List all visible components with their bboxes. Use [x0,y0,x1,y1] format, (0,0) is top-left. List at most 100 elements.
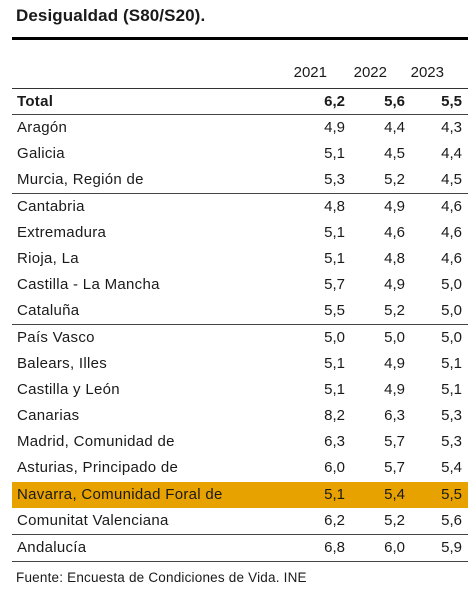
table-title: Desigualdad (S80/S20). [16,6,206,25]
value-2023: 5,0 [441,302,462,319]
table-row: Asturias, Principado de 6,0 5,7 5,4 [12,455,468,481]
column-header-2021: 2021 [293,64,327,81]
value-2023: 5,3 [441,433,462,450]
row-label: Rioja, La [17,250,79,267]
value-2023: 5,5 [441,93,462,110]
table-row-highlighted: Navarra, Comunidad Foral de 5,1 5,4 5,5 [12,482,468,508]
value-2021: 6,3 [324,433,345,450]
value-2021: 8,2 [324,407,345,424]
table-row: Andalucía 6,8 6,0 5,9 [12,535,468,561]
value-2022: 4,9 [384,355,405,372]
value-2022: 5,2 [384,302,405,319]
value-2023: 5,0 [441,276,462,293]
row-label: Canarias [17,407,80,424]
value-2023: 4,6 [441,198,462,215]
value-2021: 4,8 [324,198,345,215]
value-2021: 6,8 [324,539,345,556]
table-row: Murcia, Región de 5,3 5,2 4,5 [12,167,468,193]
value-2022: 5,7 [384,433,405,450]
row-label: Castilla y León [17,381,120,398]
value-2021: 5,1 [324,355,345,372]
value-2022: 4,6 [384,224,405,241]
table-row: Cantabria 4,8 4,9 4,6 [12,194,468,220]
value-2023: 5,6 [441,512,462,529]
row-label: Cantabria [17,198,85,215]
value-2022: 4,9 [384,276,405,293]
value-2022: 4,5 [384,145,405,162]
table-row: Rioja, La 5,1 4,8 4,6 [12,246,468,272]
row-separator [12,114,468,115]
table-row: Canarias 8,2 6,3 5,3 [12,403,468,429]
value-2021: 6,2 [324,512,345,529]
row-label: Madrid, Comunidad de [17,433,175,450]
row-label: Navarra, Comunidad Foral de [17,486,223,503]
table-row: Aragón 4,9 4,4 4,3 [12,115,468,141]
value-2023: 5,3 [441,407,462,424]
value-2021: 5,1 [324,224,345,241]
row-label: Murcia, Región de [17,171,144,188]
table-row: Comunitat Valenciana 6,2 5,2 5,6 [12,508,468,534]
value-2022: 6,3 [384,407,405,424]
column-header-2023: 2023 [410,64,444,81]
value-2021: 4,9 [324,119,345,136]
source-note: Fuente: Encuesta de Condiciones de Vida.… [16,570,307,585]
row-label: Total [17,93,54,110]
value-2023: 5,5 [441,486,462,503]
value-2022: 4,8 [384,250,405,267]
value-2021: 6,2 [324,93,345,110]
row-separator [12,324,468,325]
value-2021: 5,5 [324,302,345,319]
value-2022: 5,4 [384,486,405,503]
value-2021: 5,0 [324,329,345,346]
value-2022: 5,7 [384,459,405,476]
table-row: Madrid, Comunidad de 6,3 5,7 5,3 [12,429,468,455]
title-underline [12,37,468,40]
value-2022: 5,2 [384,171,405,188]
row-label: Cataluña [17,302,80,319]
value-2021: 5,1 [324,381,345,398]
value-2023: 5,1 [441,381,462,398]
value-2023: 5,4 [441,459,462,476]
value-2023: 4,6 [441,250,462,267]
value-2022: 5,6 [384,93,405,110]
value-2021: 5,3 [324,171,345,188]
value-2023: 4,4 [441,145,462,162]
table-bottom-rule [12,561,468,562]
row-separator [12,193,468,194]
row-label: País Vasco [17,329,95,346]
column-header-2022: 2022 [353,64,387,81]
value-2023: 5,0 [441,329,462,346]
table-row: País Vasco 5,0 5,0 5,0 [12,325,468,351]
value-2023: 4,5 [441,171,462,188]
table-row: Cataluña 5,5 5,2 5,0 [12,298,468,324]
value-2023: 4,3 [441,119,462,136]
value-2021: 5,1 [324,145,345,162]
table-row: Castilla - La Mancha 5,7 4,9 5,0 [12,272,468,298]
table-row: Extremadura 5,1 4,6 4,6 [12,220,468,246]
row-label: Andalucía [17,539,87,556]
row-separator [12,534,468,535]
table-row: Galicia 5,1 4,5 4,4 [12,141,468,167]
value-2021: 6,0 [324,459,345,476]
value-2023: 5,9 [441,539,462,556]
value-2023: 4,6 [441,224,462,241]
value-2022: 4,9 [384,381,405,398]
value-2022: 4,4 [384,119,405,136]
row-label: Castilla - La Mancha [17,276,160,293]
value-2022: 5,2 [384,512,405,529]
row-label: Comunitat Valenciana [17,512,169,529]
row-label: Extremadura [17,224,107,241]
value-2022: 5,0 [384,329,405,346]
row-label: Galicia [17,145,65,162]
value-2022: 4,9 [384,198,405,215]
table-row: Castilla y León 5,1 4,9 5,1 [12,377,468,403]
row-label: Asturias, Principado de [17,459,179,476]
value-2021: 5,1 [324,250,345,267]
header-rule [12,88,468,89]
row-label: Balears, Illes [17,355,108,372]
row-label: Aragón [17,119,68,136]
value-2022: 6,0 [384,539,405,556]
value-2023: 5,1 [441,355,462,372]
value-2021: 5,7 [324,276,345,293]
table-row-total: Total 6,2 5,6 5,5 [12,89,468,115]
